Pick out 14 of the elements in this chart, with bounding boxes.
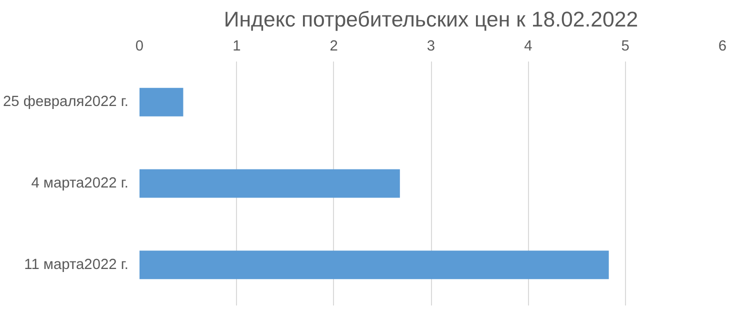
x-tick-label: 5 bbox=[621, 38, 630, 54]
x-tick-label: 0 bbox=[135, 38, 144, 54]
x-tick-label: 2 bbox=[330, 38, 338, 54]
bar bbox=[140, 88, 184, 116]
y-tick-label: 25 февраля2022 г. bbox=[3, 94, 129, 110]
y-tick-label: 4 марта2022 г. bbox=[31, 176, 129, 192]
chart-title: Индекс потребительских цен к 18.02.2022 bbox=[224, 8, 638, 32]
x-tick-label: 3 bbox=[426, 38, 436, 54]
y-tick-label: 11 марта2022 г. bbox=[24, 256, 129, 273]
bar bbox=[140, 250, 609, 280]
x-tick-label: 6 bbox=[718, 38, 727, 54]
bar bbox=[140, 169, 400, 198]
x-tick-label: 1 bbox=[232, 38, 241, 54]
x-tick-label: 4 bbox=[524, 38, 532, 54]
